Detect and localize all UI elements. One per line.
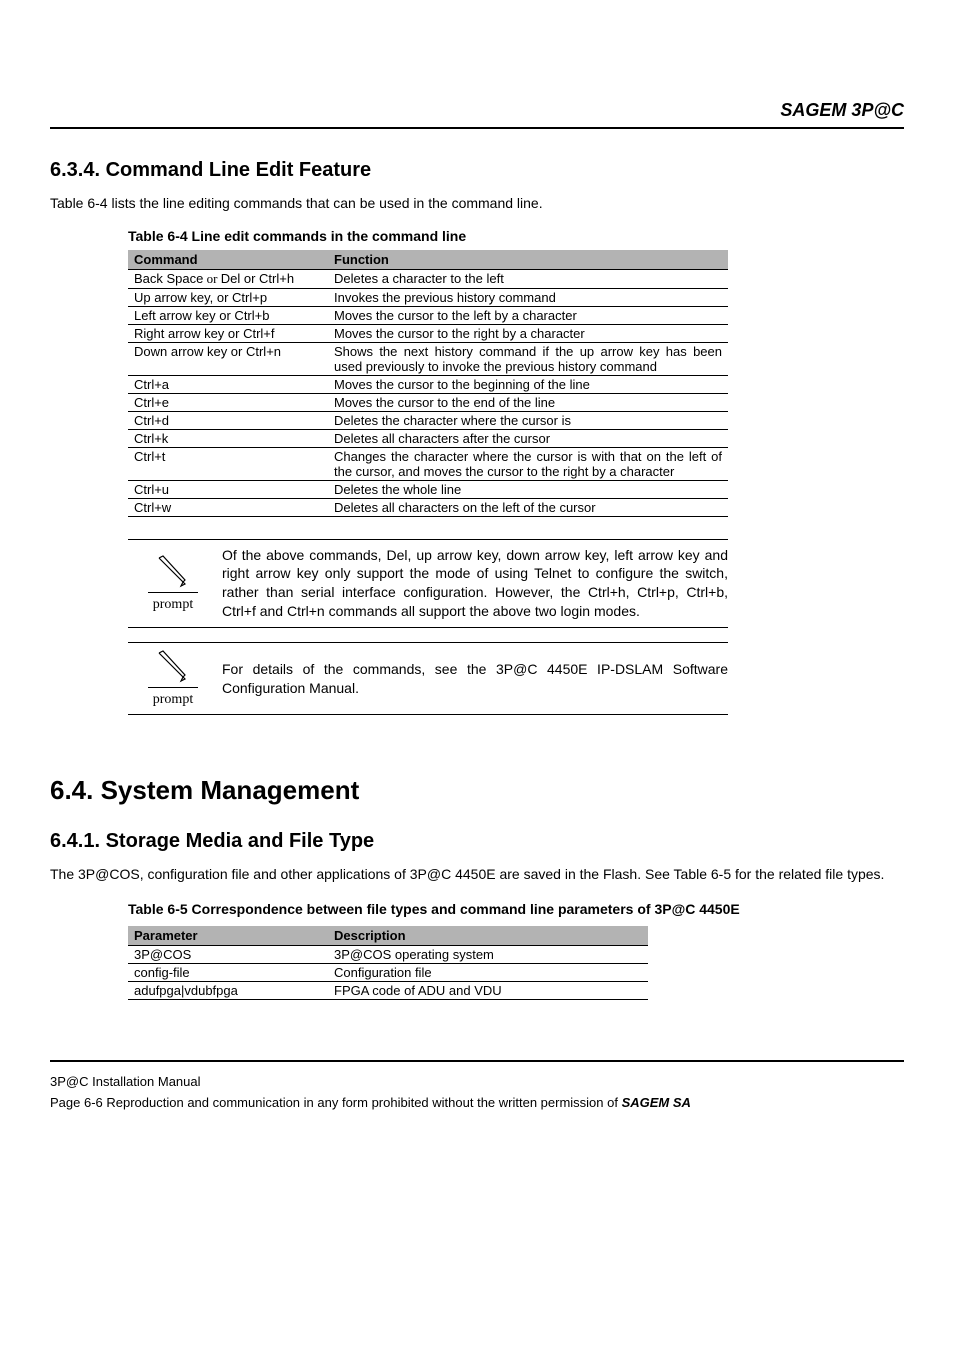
- table-row: 3P@COS3P@COS operating system: [128, 945, 648, 963]
- fn-cell: Deletes the whole line: [328, 480, 728, 498]
- param-cell: 3P@COS: [128, 945, 328, 963]
- fn-cell: Deletes the character where the cursor i…: [328, 411, 728, 429]
- table-row: adufpga|vdubfpgaFPGA code of ADU and VDU: [128, 981, 648, 999]
- table-header-row: Parameter Description: [128, 926, 648, 946]
- table-row: Down arrow key or Ctrl+nShows the next h…: [128, 342, 728, 375]
- fn-cell: Moves the cursor to the beginning of the…: [328, 375, 728, 393]
- footer-text-part: Page 6-6 Reproduction and communication …: [50, 1095, 622, 1110]
- cmd-or: or: [203, 271, 220, 286]
- desc-cell: Configuration file: [328, 963, 648, 981]
- table-row: Ctrl+eMoves the cursor to the end of the…: [128, 393, 728, 411]
- table-row: Back Space or Del or Ctrl+h Deletes a ch…: [128, 269, 728, 288]
- table-6-5: Parameter Description 3P@COS3P@COS opera…: [128, 926, 648, 1000]
- table-row: Ctrl+uDeletes the whole line: [128, 480, 728, 498]
- note-icon-cell: prompt: [128, 554, 218, 613]
- cmd-cell: Ctrl+d: [128, 411, 328, 429]
- cmd-part: Back Space: [134, 271, 203, 286]
- cmd-cell: Right arrow key or Ctrl+f: [128, 324, 328, 342]
- intro-6-4-1: The 3P@COS, configuration file and other…: [50, 865, 904, 885]
- table-row: config-fileConfiguration file: [128, 963, 648, 981]
- cmd-cell: Back Space or Del or Ctrl+h: [128, 269, 328, 288]
- heading-6-4-1: 6.4.1. Storage Media and File Type: [50, 830, 904, 853]
- footer-rule: [50, 1060, 904, 1062]
- fn-cell: Deletes a character to the left: [328, 269, 728, 288]
- header-brand: SAGEM 3P@C: [50, 100, 904, 121]
- table-row: Ctrl+kDeletes all characters after the c…: [128, 429, 728, 447]
- param-cell: adufpga|vdubfpga: [128, 981, 328, 999]
- fn-cell: Invokes the previous history command: [328, 288, 728, 306]
- fn-cell: Moves the cursor to the right by a chara…: [328, 324, 728, 342]
- table-row: Right arrow key or Ctrl+fMoves the curso…: [128, 324, 728, 342]
- cmd-cell: Ctrl+a: [128, 375, 328, 393]
- cmd-cell: Ctrl+t: [128, 447, 328, 480]
- cmd-cell: Ctrl+w: [128, 498, 328, 516]
- footer-line-2: Page 6-6 Reproduction and communication …: [50, 1093, 904, 1114]
- note-text-2: For details of the commands, see the 3P@…: [218, 660, 728, 698]
- note-icon-cell: prompt: [128, 649, 218, 708]
- note-label: prompt: [153, 692, 193, 707]
- fn-cell: Moves the cursor to the left by a charac…: [328, 306, 728, 324]
- note-box-1: prompt Of the above commands, Del, up ar…: [128, 539, 728, 629]
- fn-cell: Deletes all characters after the cursor: [328, 429, 728, 447]
- table-row: Ctrl+tChanges the character where the cu…: [128, 447, 728, 480]
- table-row: Left arrow key or Ctrl+bMoves the cursor…: [128, 306, 728, 324]
- table-row: Up arrow key, or Ctrl+pInvokes the previ…: [128, 288, 728, 306]
- footer-line-1: 3P@C Installation Manual: [50, 1072, 904, 1093]
- cmd-cell: Ctrl+u: [128, 480, 328, 498]
- col-parameter: Parameter: [128, 926, 328, 946]
- cmd-cell: Down arrow key or Ctrl+n: [128, 342, 328, 375]
- pen-icon: [155, 649, 191, 685]
- cmd-part: Del or Ctrl+h: [221, 271, 294, 286]
- desc-cell: FPGA code of ADU and VDU: [328, 981, 648, 999]
- intro-6-3-4: Table 6-4 lists the line editing command…: [50, 194, 904, 214]
- cmd-cell: Ctrl+k: [128, 429, 328, 447]
- cmd-cell: Ctrl+e: [128, 393, 328, 411]
- param-cell: config-file: [128, 963, 328, 981]
- footer-company: SAGEM SA: [622, 1095, 691, 1110]
- heading-6-3-4: 6.3.4. Command Line Edit Feature: [50, 159, 904, 182]
- col-command: Command: [128, 250, 328, 270]
- table-header-row: Command Function: [128, 250, 728, 270]
- pen-icon: [155, 554, 191, 590]
- fn-cell: Changes the character where the cursor i…: [328, 447, 728, 480]
- desc-cell: 3P@COS operating system: [328, 945, 648, 963]
- table-row: Ctrl+dDeletes the character where the cu…: [128, 411, 728, 429]
- table-6-5-caption: Table 6-5 Correspondence between file ty…: [128, 899, 888, 920]
- fn-cell: Moves the cursor to the end of the line: [328, 393, 728, 411]
- table-6-4: Command Function Back Space or Del or Ct…: [128, 250, 728, 517]
- cmd-cell: Up arrow key, or Ctrl+p: [128, 288, 328, 306]
- fn-cell: Shows the next history command if the up…: [328, 342, 728, 375]
- note-box-2: prompt For details of the commands, see …: [128, 642, 728, 715]
- table-row: Ctrl+aMoves the cursor to the beginning …: [128, 375, 728, 393]
- heading-6-4: 6.4. System Management: [50, 775, 904, 806]
- note-label: prompt: [153, 597, 193, 612]
- table-6-4-caption: Table 6-4 Line edit commands in the comm…: [128, 228, 904, 244]
- header-rule: [50, 127, 904, 129]
- col-function: Function: [328, 250, 728, 270]
- cmd-cell: Left arrow key or Ctrl+b: [128, 306, 328, 324]
- fn-cell: Deletes all characters on the left of th…: [328, 498, 728, 516]
- table-row: Ctrl+wDeletes all characters on the left…: [128, 498, 728, 516]
- col-description: Description: [328, 926, 648, 946]
- note-text-1: Of the above commands, Del, up arrow key…: [218, 546, 728, 622]
